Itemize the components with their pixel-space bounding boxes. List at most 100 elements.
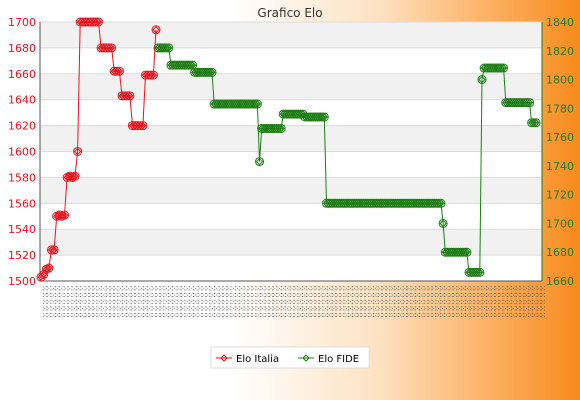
x-tick-label: ⁙⁙⁙⁙⁙ xyxy=(132,285,141,319)
x-tick-label: ⁙⁙⁙⁙⁙ xyxy=(299,285,308,319)
plot-band xyxy=(40,125,542,152)
left-y-tick-label: 1640 xyxy=(8,94,36,107)
x-tick-label: ⁙⁙⁙⁙⁙ xyxy=(153,285,162,319)
data-marker-elo-italia xyxy=(42,265,50,274)
x-tick-label: ⁙⁙⁙⁙⁙ xyxy=(120,285,129,319)
x-tick-label: ⁙⁙⁙⁙⁙ xyxy=(140,285,149,319)
x-tick-label: ⁙⁙⁙⁙⁙ xyxy=(350,285,359,319)
x-tick-label: ⁙⁙⁙⁙⁙ xyxy=(404,285,413,319)
x-tick-label: ⁙⁙⁙⁙⁙ xyxy=(178,285,187,319)
right-y-tick-label: 1760 xyxy=(546,131,574,144)
x-tick-label: ⁙⁙⁙⁙⁙ xyxy=(94,285,103,319)
plot-band xyxy=(40,151,542,178)
x-tick-label: ⁙⁙⁙⁙⁙ xyxy=(471,285,480,319)
x-tick-label: ⁙⁙⁙⁙⁙ xyxy=(65,285,74,319)
x-tick-label: ⁙⁙⁙⁙⁙ xyxy=(40,285,49,319)
x-tick-label: ⁙⁙⁙⁙⁙ xyxy=(90,285,99,319)
x-tick-label: ⁙⁙⁙⁙⁙ xyxy=(371,285,380,319)
data-point-elo-fide xyxy=(460,247,470,257)
series-elo-fide xyxy=(153,43,541,277)
x-tick-label: ⁙⁙⁙⁙⁙ xyxy=(195,285,204,319)
data-marker-elo-fide xyxy=(478,75,486,84)
data-point-elo-italia xyxy=(148,70,158,80)
legend-marker-elo-fide xyxy=(302,354,310,362)
data-marker-elo-italia xyxy=(139,121,147,130)
data-point-elo-italia xyxy=(122,91,132,101)
data-marker-elo-fide xyxy=(532,119,540,127)
x-tick-label: ⁙⁙⁙⁙⁙ xyxy=(429,285,438,319)
x-tick-label: ⁙⁙⁙⁙⁙ xyxy=(400,285,409,319)
x-tick-label: ⁙⁙⁙⁙⁙ xyxy=(216,285,225,319)
left-y-tick-label: 1580 xyxy=(8,171,36,184)
x-tick-label: ⁙⁙⁙⁙⁙ xyxy=(283,285,292,319)
x-tick-label: ⁙⁙⁙⁙⁙ xyxy=(467,285,476,319)
x-tick-label: ⁙⁙⁙⁙⁙ xyxy=(375,285,384,319)
data-point-elo-italia xyxy=(146,70,156,80)
x-tick-label: ⁙⁙⁙⁙⁙ xyxy=(500,285,509,319)
x-tick-label: ⁙⁙⁙⁙⁙ xyxy=(191,285,200,319)
data-point-elo-fide xyxy=(496,63,506,73)
right-y-tick-label: 1680 xyxy=(546,246,574,259)
plot-band xyxy=(40,177,542,204)
data-point-elo-italia xyxy=(135,121,145,131)
data-point-elo-fide xyxy=(255,157,265,167)
x-tick-label: ⁙⁙⁙⁙⁙ xyxy=(99,285,108,319)
data-marker-elo-fide xyxy=(476,268,484,277)
x-tick-label: ⁙⁙⁙⁙⁙ xyxy=(44,285,53,319)
x-tick-label: ⁙⁙⁙⁙⁙ xyxy=(412,285,421,319)
x-tick-label: ⁙⁙⁙⁙⁙ xyxy=(320,285,329,319)
right-y-tick-label: 1840 xyxy=(546,16,574,29)
x-tick-label: ⁙⁙⁙⁙⁙ xyxy=(425,285,434,319)
x-tick-label: ⁙⁙⁙⁙⁙ xyxy=(509,285,518,319)
x-tick-label: ⁙⁙⁙⁙⁙ xyxy=(304,285,313,319)
data-point-elo-italia xyxy=(151,25,161,35)
data-marker-elo-italia xyxy=(63,173,71,182)
data-point-elo-italia xyxy=(91,17,101,27)
x-tick-label: ⁙⁙⁙⁙⁙ xyxy=(396,285,405,319)
x-tick-label: ⁙⁙⁙⁙⁙ xyxy=(103,285,112,319)
x-tick-label: ⁙⁙⁙⁙⁙ xyxy=(270,285,279,319)
data-marker-elo-italia xyxy=(60,211,69,219)
data-point-elo-fide xyxy=(438,218,448,228)
left-y-tick-label: 1620 xyxy=(8,120,36,133)
data-point-elo-italia xyxy=(73,147,83,156)
x-tick-label: ⁙⁙⁙⁙⁙ xyxy=(358,285,367,319)
x-tick-label: ⁙⁙⁙⁙⁙ xyxy=(48,285,57,319)
data-point-elo-italia xyxy=(39,270,49,280)
x-tick-label: ⁙⁙⁙⁙⁙ xyxy=(417,285,426,319)
data-marker-elo-italia xyxy=(94,18,103,26)
data-point-elo-italia xyxy=(133,121,143,131)
x-tick-label: ⁙⁙⁙⁙⁙ xyxy=(274,285,283,319)
series-elo-italia xyxy=(36,17,161,282)
data-point-elo-fide xyxy=(527,118,537,128)
x-tick-label: ⁙⁙⁙⁙⁙ xyxy=(517,285,526,319)
x-tick-label: ⁙⁙⁙⁙⁙ xyxy=(136,285,145,319)
x-tick-label: ⁙⁙⁙⁙⁙ xyxy=(308,285,317,319)
x-tick-label: ⁙⁙⁙⁙⁙ xyxy=(513,285,522,319)
grid-lines xyxy=(39,21,543,282)
x-tick-label: ⁙⁙⁙⁙⁙ xyxy=(86,285,95,319)
x-tick-label: ⁙⁙⁙⁙⁙ xyxy=(237,285,246,319)
right-y-tick-label: 1780 xyxy=(546,102,574,115)
x-tick-label: ⁙⁙⁙⁙⁙ xyxy=(157,285,166,319)
x-tick-label: ⁙⁙⁙⁙⁙ xyxy=(475,285,484,319)
x-tick-label: ⁙⁙⁙⁙⁙ xyxy=(488,285,497,319)
x-tick-label: ⁙⁙⁙⁙⁙ xyxy=(454,285,463,319)
left-y-tick-label: 1600 xyxy=(8,146,36,159)
x-tick-label: ⁙⁙⁙⁙⁙ xyxy=(329,285,338,319)
x-tick-label: ⁙⁙⁙⁙⁙ xyxy=(149,285,158,319)
x-tick-label: ⁙⁙⁙⁙⁙ xyxy=(161,285,170,319)
x-tick-label: ⁙⁙⁙⁙⁙ xyxy=(530,285,539,319)
left-y-tick-label: 1520 xyxy=(8,249,36,262)
x-tick-label: ⁙⁙⁙⁙⁙ xyxy=(442,285,451,319)
x-tick-label: ⁙⁙⁙⁙⁙ xyxy=(505,285,514,319)
x-tick-label: ⁙⁙⁙⁙⁙ xyxy=(496,285,505,319)
data-marker-elo-fide xyxy=(208,68,216,77)
data-point-elo-fide xyxy=(276,123,286,133)
data-point-elo-italia xyxy=(120,91,130,101)
x-tick-label: ⁙⁙⁙⁙⁙ xyxy=(295,285,304,319)
data-marker-elo-fide xyxy=(277,124,285,133)
x-tick-label: ⁙⁙⁙⁙⁙ xyxy=(291,285,300,319)
right-y-tick-label: 1720 xyxy=(546,189,574,202)
